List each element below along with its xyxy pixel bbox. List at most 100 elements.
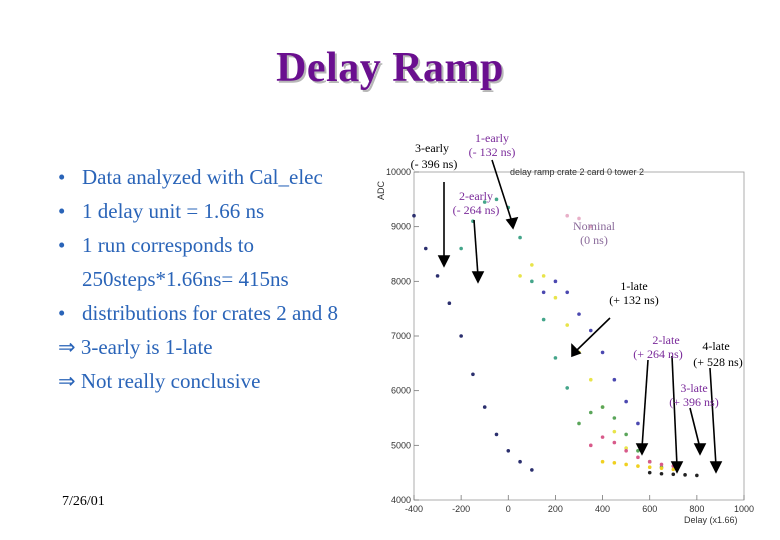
conclusion-text: Not really conclusive bbox=[80, 369, 261, 393]
bullet-dot-icon: • bbox=[58, 233, 66, 257]
bullet-text: 1 run corresponds to bbox=[82, 233, 255, 257]
y-tick-label: 5000 bbox=[391, 440, 411, 450]
data-point-series-3 bbox=[588, 328, 593, 333]
annotation-label: 4-late bbox=[702, 339, 729, 353]
data-point-series-3 bbox=[577, 312, 581, 316]
bullet-text: 1 delay unit = 1.66 ns bbox=[82, 199, 265, 223]
bullet-item: • 1 delay unit = 1.66 ns bbox=[58, 194, 388, 228]
data-point-series-0 bbox=[494, 432, 499, 437]
annotation-label: 3-late bbox=[680, 381, 707, 395]
annotation-offset: (0 ns) bbox=[580, 233, 608, 247]
data-point-series-5 bbox=[600, 405, 605, 409]
data-point-series-8 bbox=[695, 473, 699, 478]
annotation-offset: (+ 264 ns) bbox=[633, 347, 682, 361]
data-point-series-2 bbox=[624, 446, 628, 450]
data-point-series-8 bbox=[683, 473, 687, 477]
data-point-series-5 bbox=[624, 432, 628, 437]
data-point-series-2 bbox=[518, 274, 522, 278]
data-point-series-2 bbox=[530, 263, 534, 267]
annotation-label: 2-late bbox=[652, 333, 679, 347]
bullet-item: • 1 run corresponds to bbox=[58, 228, 388, 262]
annotation-offset: (+ 132 ns) bbox=[609, 293, 658, 307]
data-point-series-1 bbox=[459, 246, 463, 251]
annotation-offset: (+ 528 ns) bbox=[693, 355, 742, 369]
data-point-series-6 bbox=[600, 435, 605, 439]
annotation-offset: (+ 396 ns) bbox=[669, 395, 718, 409]
y-tick-label: 6000 bbox=[391, 386, 411, 396]
data-point-series-7 bbox=[671, 467, 676, 472]
x-tick-label: 400 bbox=[595, 504, 610, 514]
data-point-series-7 bbox=[659, 466, 664, 471]
data-point-series-3 bbox=[624, 399, 628, 404]
bullet-text: Data analyzed with Cal_elec bbox=[82, 165, 323, 189]
bullet-dot-icon: • bbox=[58, 165, 66, 189]
data-point-series-2 bbox=[541, 274, 546, 278]
data-point-series-8 bbox=[659, 471, 664, 476]
slide-date: 7/26/01 bbox=[62, 494, 105, 509]
bullet-text: 250steps*1.66ns= 415ns bbox=[82, 267, 289, 291]
data-point-series-5 bbox=[612, 416, 617, 420]
y-tick-label: 9000 bbox=[391, 222, 411, 232]
data-point-series-6 bbox=[588, 443, 593, 448]
data-point-series-7 bbox=[624, 462, 628, 467]
data-point-series-1 bbox=[530, 279, 534, 284]
data-point-series-7 bbox=[600, 459, 605, 464]
annotation-label: Nominal bbox=[573, 219, 616, 233]
data-point-series-0 bbox=[459, 334, 463, 338]
implies-icon: ⇒ bbox=[58, 335, 76, 359]
bullet-item: • distributions for crates 2 and 8 bbox=[58, 296, 388, 330]
data-point-series-1 bbox=[565, 386, 570, 390]
data-point-series-6 bbox=[636, 455, 640, 460]
annotation-offset: (- 396 ns) bbox=[411, 157, 458, 171]
annotation-offset: (- 264 ns) bbox=[453, 203, 500, 217]
x-tick-label: 600 bbox=[642, 504, 657, 514]
data-point-series-3 bbox=[612, 377, 617, 382]
data-point-series-8 bbox=[647, 470, 652, 475]
data-point-series-4 bbox=[565, 213, 570, 218]
conclusion-item: ⇒ Not really conclusive bbox=[58, 364, 388, 398]
chart-title: delay ramp crate 2 card 0 tower 2 bbox=[510, 167, 644, 177]
y-tick-label: 10000 bbox=[386, 167, 411, 177]
data-point-series-6 bbox=[659, 462, 664, 467]
data-point-series-0 bbox=[412, 213, 416, 218]
data-point-series-0 bbox=[423, 246, 428, 251]
x-axis-label: Delay (x1.66) bbox=[684, 515, 738, 525]
bullet-text: distributions for crates 2 and 8 bbox=[82, 301, 339, 325]
data-point-series-0 bbox=[471, 372, 475, 377]
data-point-series-5 bbox=[588, 410, 593, 415]
data-point-series-6 bbox=[612, 440, 617, 445]
implies-icon: ⇒ bbox=[58, 369, 76, 393]
x-tick-label: -200 bbox=[452, 504, 470, 514]
data-point-series-5 bbox=[636, 449, 640, 453]
data-point-series-3 bbox=[565, 290, 570, 295]
x-tick-label: -400 bbox=[405, 504, 423, 514]
y-tick-label: 8000 bbox=[391, 276, 411, 286]
data-point-series-5 bbox=[577, 421, 581, 426]
data-point-series-2 bbox=[553, 295, 558, 300]
bullet-continuation: 250steps*1.66ns= 415ns bbox=[58, 262, 388, 296]
data-point-series-3 bbox=[636, 421, 640, 426]
bullet-dot-icon: • bbox=[58, 301, 66, 325]
data-point-series-1 bbox=[494, 197, 499, 202]
bullet-dot-icon: • bbox=[58, 199, 66, 223]
x-tick-label: 1000 bbox=[734, 504, 754, 514]
annotation-label: 2-early bbox=[459, 189, 493, 203]
data-point-series-0 bbox=[435, 274, 440, 278]
slide-title: Delay Ramp bbox=[276, 45, 504, 91]
data-point-series-2 bbox=[612, 429, 617, 434]
data-point-series-4 bbox=[588, 224, 593, 229]
data-point-series-7 bbox=[636, 464, 640, 468]
y-axis-label: ADC bbox=[376, 180, 386, 200]
data-point-series-6 bbox=[647, 459, 652, 464]
data-point-series-4 bbox=[577, 216, 581, 221]
data-point-series-1 bbox=[541, 317, 546, 322]
annotation-label: 1-early bbox=[475, 131, 509, 145]
bullet-item: • Data analyzed with Cal_elec bbox=[58, 160, 388, 194]
data-point-series-3 bbox=[541, 290, 546, 295]
bullet-list: • Data analyzed with Cal_elec • 1 delay un… bbox=[58, 160, 388, 398]
data-point-series-1 bbox=[482, 200, 487, 204]
data-point-series-1 bbox=[518, 235, 522, 240]
data-point-series-7 bbox=[612, 461, 617, 465]
delay-ramp-chart: delay ramp crate 2 card 0 tower 2 ADC De… bbox=[372, 130, 780, 540]
data-point-series-3 bbox=[600, 350, 605, 355]
